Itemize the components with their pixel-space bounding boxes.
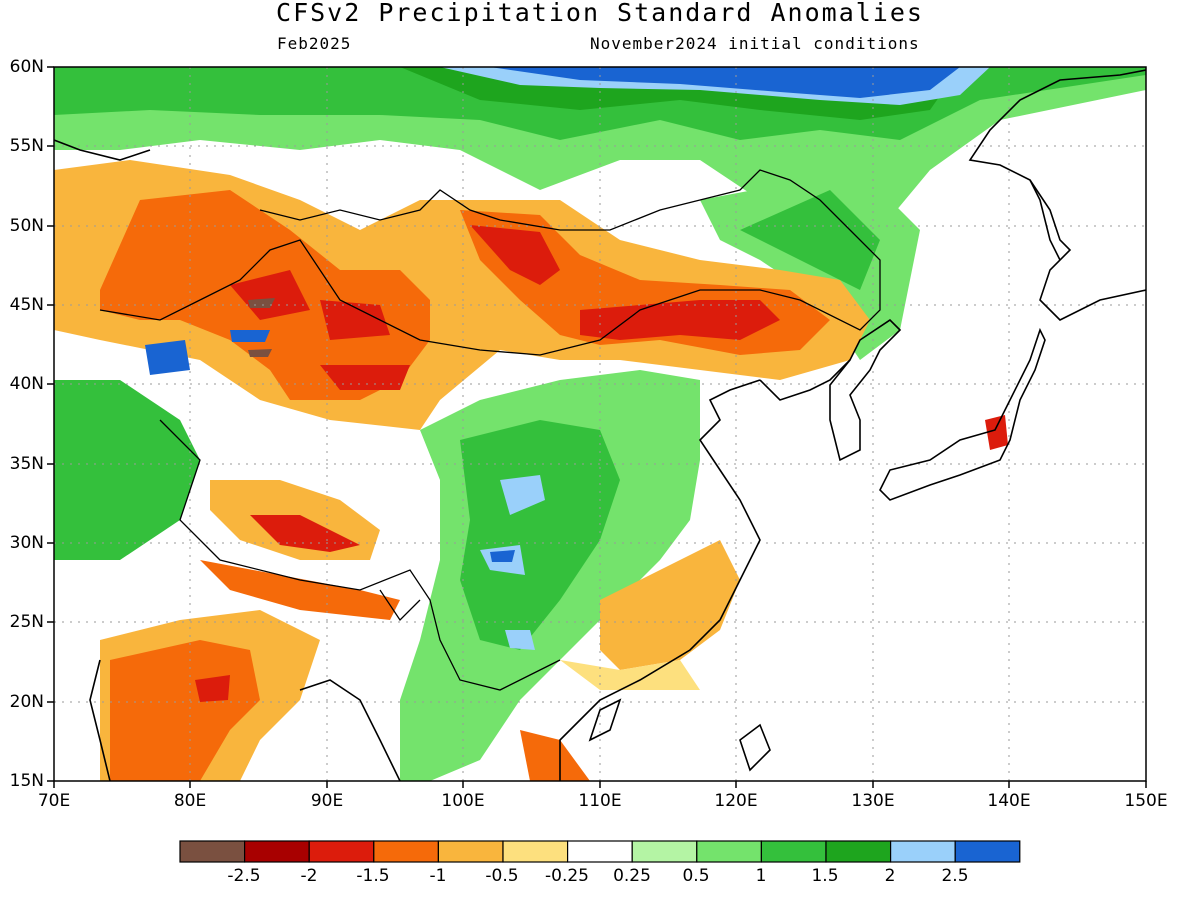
- map-title: CFSv2 Precipitation Standard Anomalies: [276, 0, 924, 27]
- colorbar-label: -2: [300, 866, 318, 886]
- anomaly-region-far-east-wet2: [740, 190, 880, 290]
- lon-label-140e: 140E: [987, 791, 1031, 811]
- colorbar-swatch: [696, 840, 762, 863]
- lat-label-15n: 15N: [9, 771, 44, 791]
- axis-ticks: [47, 66, 1147, 788]
- lon-label-120e: 120E: [714, 791, 758, 811]
- anomaly-region-tibet-dry-red: [250, 515, 360, 552]
- initial-conditions-label: November2024 initial conditions: [590, 34, 920, 53]
- colorbar-label: 1: [755, 866, 767, 886]
- colorbar-label: 0.25: [613, 866, 651, 886]
- anomaly-region-central-wet2: [460, 420, 620, 650]
- colorbar-label: -2.5: [227, 866, 261, 886]
- anomaly-region-dry-extreme: [248, 298, 275, 357]
- colorbar-label: 0.5: [682, 866, 710, 886]
- colorbar-label: 1.5: [811, 866, 839, 886]
- lat-label-50n: 50N: [9, 216, 44, 236]
- colorbar-label: 2.5: [941, 866, 969, 886]
- colorbar-swatch: [566, 840, 633, 863]
- colorbar-swatch: [889, 840, 956, 863]
- anomaly-region-se-china-dry2: [560, 660, 700, 690]
- anomaly-region-dry-kaz-red: [230, 270, 410, 390]
- lon-label-130e: 130E: [851, 791, 895, 811]
- anomaly-region-dry-mongolia-red: [470, 225, 560, 285]
- anomaly-region-central-blue-dark: [490, 550, 515, 562]
- anomaly-region-himalaya-dry: [200, 560, 400, 620]
- lat-label-60n: 60N: [9, 57, 44, 77]
- valid-month-label: Feb2025: [277, 34, 352, 53]
- coastlines: [54, 69, 1146, 781]
- colorbar-swatch: [244, 840, 310, 863]
- colorbar-label: 2: [884, 866, 896, 886]
- lat-label-20n: 20N: [9, 692, 44, 712]
- lat-label-30n: 30N: [9, 533, 44, 553]
- anomaly-region-dry-east-red: [580, 300, 780, 340]
- anomaly-region-india-dry-red: [195, 675, 230, 702]
- colorbar-label: -0.5: [485, 866, 519, 886]
- graticule: [54, 67, 1146, 781]
- colorbar-label: -1: [429, 866, 447, 886]
- anomaly-region-india-dry-strong: [110, 640, 260, 781]
- borders: [99, 169, 881, 691]
- lat-label-25n: 25N: [9, 612, 44, 632]
- colorbar-swatch: [179, 840, 246, 863]
- lon-label-100e: 100E: [441, 791, 485, 811]
- anomaly-region-west-wet-ring: [54, 380, 200, 560]
- colorbar: [179, 840, 1021, 863]
- precip-anomaly-field: [54, 67, 1146, 781]
- colorbar-swatch: [308, 840, 375, 863]
- lon-label-150e: 150E: [1124, 791, 1168, 811]
- anomaly-region-central-blue: [480, 475, 545, 650]
- colorbar-label: -0.25: [545, 866, 589, 886]
- lat-label-40n: 40N: [9, 374, 44, 394]
- lon-label-70e: 70E: [37, 791, 71, 811]
- anomaly-region-japan-dry: [985, 415, 1008, 450]
- lat-label-45n: 45N: [9, 295, 44, 315]
- colorbar-swatch: [502, 840, 569, 863]
- colorbar-label: -1.5: [356, 866, 390, 886]
- lon-label-90e: 90E: [310, 791, 344, 811]
- colorbar-swatch: [373, 840, 439, 863]
- anomaly-region-indochina-dry: [520, 730, 590, 781]
- colorbar-swatch: [954, 840, 1021, 863]
- lat-label-35n: 35N: [9, 454, 44, 474]
- colorbar-swatch: [825, 840, 892, 863]
- lon-label-110e: 110E: [578, 791, 622, 811]
- lat-label-55n: 55N: [9, 136, 44, 156]
- lon-label-80e: 80E: [173, 791, 207, 811]
- colorbar-swatch: [760, 840, 827, 863]
- anomaly-region-north-blue: [490, 67, 960, 98]
- anomaly-region-se-china-dry: [600, 540, 740, 670]
- colorbar-swatch: [631, 840, 698, 863]
- colorbar-swatch: [437, 840, 504, 863]
